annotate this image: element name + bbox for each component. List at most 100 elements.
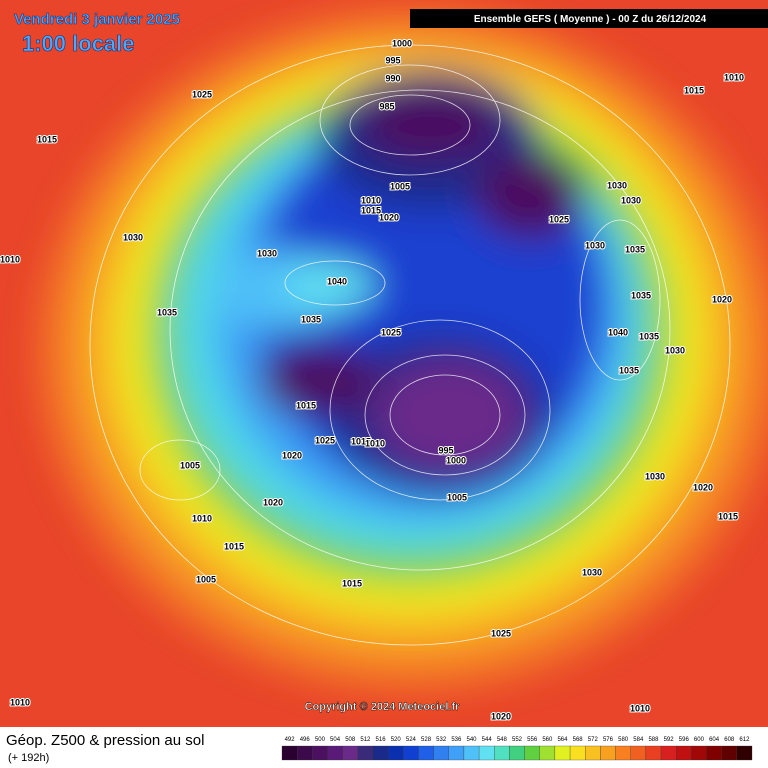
pressure-label: 1035 (625, 244, 645, 254)
legend-swatch (372, 745, 389, 761)
pressure-label: 1010 (361, 195, 381, 205)
legend-swatch (524, 745, 540, 761)
legend-swatch (585, 745, 601, 761)
legend-label: 588 (648, 737, 659, 743)
legend-label: 572 (588, 737, 599, 743)
legend-swatch (660, 745, 677, 761)
pressure-label: 1030 (645, 471, 665, 481)
legend-swatch (387, 745, 404, 761)
legend-swatch (600, 745, 616, 761)
legend-swatch (327, 745, 343, 761)
legend-label: 532 (436, 737, 447, 743)
pressure-label: 1010 (192, 513, 212, 523)
pressure-label: 1010 (365, 438, 385, 448)
pressure-label: 1040 (608, 327, 628, 337)
isobars (89, 44, 731, 646)
legend-label: 608 (724, 737, 735, 743)
pressure-label: 1020 (282, 450, 302, 460)
footer-lead: (+ 192h) (8, 752, 49, 764)
date-title: Vendredi 3 janvier 2025 (14, 11, 180, 28)
pressure-label: 1020 (491, 711, 511, 721)
pressure-label: 1035 (301, 314, 321, 324)
pressure-label: 1015 (296, 400, 316, 410)
legend-label: 520 (391, 737, 402, 743)
pressure-label: 985 (379, 101, 394, 111)
legend-label: 512 (360, 737, 371, 743)
pressure-label: 1010 (724, 72, 744, 82)
pressure-label: 1015 (224, 541, 244, 551)
legend-label: 540 (467, 737, 478, 743)
pressure-label: 1040 (327, 276, 347, 286)
pressure-label: 1030 (582, 567, 602, 577)
legend-label: 492 (285, 737, 296, 743)
legend-label: 568 (573, 737, 584, 743)
legend-swatch (645, 745, 662, 761)
pressure-label: 1035 (631, 290, 651, 300)
pressure-label: 1015 (351, 436, 371, 446)
legend-label: 524 (406, 737, 417, 743)
pressure-label: 1025 (192, 89, 212, 99)
legend-swatch (463, 745, 480, 761)
legend-label: 536 (451, 737, 462, 743)
pressure-label: 1015 (37, 134, 57, 144)
legend-swatch (615, 745, 631, 761)
pressure-label: 1030 (665, 345, 685, 355)
pressure-label: 1005 (196, 574, 216, 584)
pressure-label: 1025 (491, 628, 511, 638)
legend-swatch (706, 745, 722, 761)
pressure-label: 1020 (263, 497, 283, 507)
legend-swatch (448, 745, 465, 761)
pressure-label: 1030 (257, 248, 277, 258)
legend-swatch (494, 745, 510, 761)
legend-label: 552 (512, 737, 523, 743)
pressure-label: 995 (438, 445, 453, 455)
legend-label: 596 (679, 737, 690, 743)
legend-swatch (569, 745, 586, 761)
z500-field (40, 10, 768, 690)
run-box (410, 9, 768, 28)
legend-label: 496 (300, 737, 311, 743)
legend-label: 516 (376, 737, 387, 743)
pressure-label: 1030 (585, 240, 605, 250)
legend-swatch (721, 745, 737, 761)
pressure-label: 1005 (447, 492, 467, 502)
copyright: Copyright © 2024 Meteociel.fr (305, 701, 461, 713)
legend-swatch (509, 745, 525, 761)
pressure-label: 1000 (446, 455, 466, 465)
pressure-label: 1035 (619, 365, 639, 375)
pressure-label: 1020 (379, 212, 399, 222)
run-label: Ensemble GEFS ( Moyenne ) - 00 Z du 26/1… (474, 14, 707, 25)
legend-swatch (630, 745, 647, 761)
legend-label: 612 (739, 737, 750, 743)
color-legend: 492 496 500 504 508 512 516 520 524 528 532 536 540 5… (281, 737, 753, 761)
pressure-label: 1020 (693, 482, 713, 492)
pressure-label: 995 (385, 55, 400, 65)
pressure-label: 1030 (607, 180, 627, 190)
legend-label: 592 (664, 737, 675, 743)
legend-label: 560 (542, 737, 553, 743)
legend-swatch (312, 745, 328, 761)
pressure-label: 1020 (712, 294, 732, 304)
pressure-label: 1025 (381, 327, 401, 337)
pressure-label: 1025 (549, 214, 569, 224)
footer-title: Géop. Z500 & pression au sol (6, 732, 204, 749)
legend-label: 604 (709, 737, 720, 743)
pressure-label: 1015 (718, 511, 738, 521)
pressure-label: 990 (385, 73, 400, 83)
pressure-labels: 1000995990985102510151010101510051010101… (0, 37, 745, 722)
pressure-label: 1000 (392, 38, 412, 48)
pressure-label: 1035 (157, 307, 177, 317)
legend-swatch (539, 745, 556, 761)
legend-swatch (433, 745, 449, 761)
legend-swatch (478, 745, 495, 761)
pressure-label: 1030 (621, 195, 641, 205)
legend-swatch (418, 745, 434, 761)
legend-label: 528 (421, 737, 432, 743)
legend-swatch (676, 745, 692, 761)
legend-label: 576 (603, 737, 614, 743)
pressure-label: 1005 (390, 181, 410, 191)
pressure-label: 1010 (0, 254, 20, 264)
pressure-label: 1035 (639, 331, 659, 341)
legend-label: 556 (527, 737, 538, 743)
